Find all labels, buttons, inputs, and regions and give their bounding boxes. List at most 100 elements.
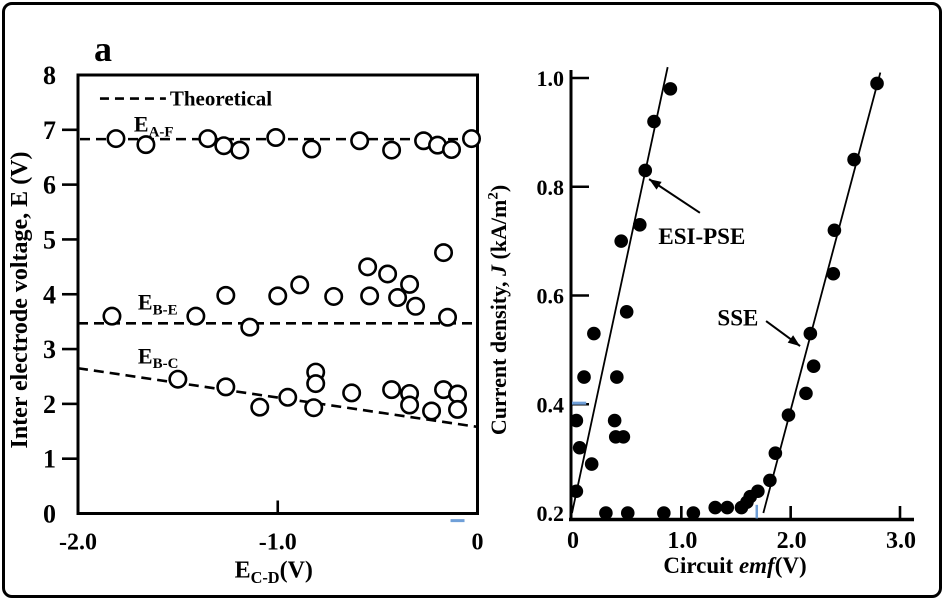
data-point-E_B-E (434, 243, 454, 263)
left-y-tick-label: 1 (43, 445, 56, 474)
data-point-SSE (763, 473, 777, 488)
data-point-E_B-E (216, 285, 236, 305)
series-label-E_A-F: EA-F (134, 111, 174, 140)
annotation-arrow-SSE-head (787, 335, 801, 347)
data-point-E_A-F (462, 129, 482, 149)
data-point-SSE (657, 506, 671, 520)
data-point-ESI-PSE (619, 305, 634, 319)
left-x-axis-label: EC-D(V) (235, 558, 313, 587)
data-point-SSE (620, 506, 635, 520)
data-point-SSE (870, 76, 884, 91)
left-y-tick-label: 2 (43, 390, 56, 419)
data-point-E_B-C (304, 398, 324, 418)
data-point-E_A-F (350, 131, 370, 151)
annotation-arrow-ESI-PSE-head (649, 179, 662, 190)
data-point-E_B-C (422, 401, 442, 421)
data-point-SSE (826, 266, 841, 281)
left-y-tick-label: 0 (43, 500, 56, 529)
data-point-E_B-C (278, 387, 298, 407)
data-point-E_B-C (448, 399, 468, 419)
data-point-SSE (847, 152, 861, 167)
data-point-E_B-E (388, 288, 408, 308)
data-point-SSE (720, 500, 735, 515)
data-point-ESI-PSE (569, 484, 584, 499)
data-point-E_B-E (358, 257, 378, 277)
left-x-tick-label: -2.0 (59, 530, 97, 556)
theoretical-line-E_B-C (77, 366, 478, 429)
data-point-E_B-E (406, 296, 426, 316)
data-point-SSE (686, 506, 701, 520)
right-y-tick-label: 0.6 (537, 284, 565, 309)
right-y-tick-label: 0.2 (537, 501, 565, 526)
data-point-E_B-E (290, 275, 310, 295)
data-point-E_B-C (250, 397, 270, 417)
right-x-axis-label: Circuit emf(V) (663, 553, 806, 578)
data-point-E_B-E (240, 317, 260, 337)
left-y-axis-label: Inter electrode voltage, E (V) (7, 151, 33, 448)
data-point-ESI-PSE (577, 370, 591, 384)
data-point-E_A-F (266, 127, 286, 147)
data-point-E_A-F (382, 140, 402, 160)
left-y-tick-label: 5 (43, 225, 56, 254)
data-point-E_B-E (400, 274, 420, 294)
fit-line-SSE (762, 72, 882, 514)
data-point-ESI-PSE (647, 114, 661, 129)
data-point-E_B-E (268, 286, 288, 306)
data-point-SSE (799, 386, 813, 401)
data-point-ESI-PSE (610, 370, 624, 384)
data-point-E_A-F (230, 140, 250, 160)
right-y-axis-label: Current density, J (kA/m2) (486, 185, 511, 435)
data-point-SSE (827, 223, 842, 238)
data-point-ESI-PSE (587, 326, 601, 341)
data-point-E_B-E (438, 307, 458, 327)
data-point-E_A-F (106, 129, 126, 149)
left-y-tick-label: 7 (43, 116, 56, 145)
data-point-ESI-PSE (584, 457, 599, 471)
right-y-tick-label: 0.4 (537, 392, 565, 417)
data-point-E_A-F (136, 135, 156, 155)
data-point-ESI-PSE (569, 413, 584, 428)
data-point-SSE (751, 484, 765, 499)
data-point-E_A-F (214, 136, 234, 156)
data-point-E_B-E (360, 286, 380, 306)
left-y-tick-label: 4 (43, 280, 56, 309)
data-point-ESI-PSE (607, 413, 622, 428)
data-point-ESI-PSE (638, 163, 653, 178)
data-point-ESI-PSE (572, 440, 587, 455)
data-point-E_B-C (168, 369, 188, 389)
panel-label: a (94, 29, 112, 69)
data-point-E_B-C (382, 380, 402, 400)
data-point-SSE (803, 326, 818, 341)
left-y-tick-label: 3 (43, 335, 56, 364)
data-point-E_B-C (342, 383, 362, 403)
series-label-E_B-E: EB-E (138, 290, 178, 319)
annotation-SSE: SSE (717, 305, 758, 330)
data-point-SSE (781, 408, 796, 422)
data-point-ESI-PSE (663, 82, 678, 96)
right-x-tick-label: 3.0 (886, 528, 916, 554)
left-x-tick-label: -1.0 (259, 530, 297, 556)
data-point-SSE (599, 506, 613, 520)
left-y-tick-label: 8 (43, 61, 56, 90)
fit-line-ESI-PSE (571, 66, 669, 514)
series-label-E_B-C: EB-C (138, 343, 178, 372)
right-x-tick-label: 1.0 (667, 528, 697, 554)
data-point-SSE (806, 359, 821, 373)
left-y-tick-label: 6 (43, 171, 56, 200)
data-point-E_A-F (442, 140, 462, 160)
data-point-ESI-PSE (632, 218, 647, 232)
right-y-tick-label: 1.0 (537, 66, 565, 91)
data-point-E_B-E (186, 306, 206, 326)
data-point-E_B-E (378, 264, 398, 284)
data-point-SSE (768, 446, 783, 460)
annotation-ESI-PSE: ESI-PSE (658, 224, 745, 249)
legend-label: Theoretical (170, 87, 272, 111)
data-point-E_B-C (216, 377, 236, 397)
right-x-tick-label: 2.0 (777, 528, 807, 554)
data-point-E_A-F (302, 139, 322, 159)
data-point-E_B-C (448, 384, 468, 404)
right-x-tick-label: 0 (567, 528, 579, 554)
